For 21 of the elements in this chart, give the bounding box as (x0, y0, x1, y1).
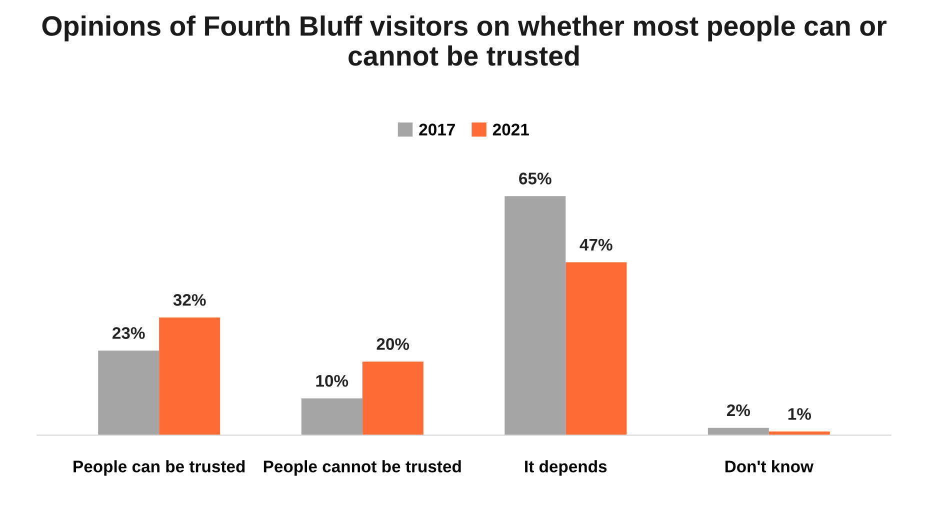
x-tick-label: Don't know (725, 460, 814, 472)
data-label: 32% (173, 294, 206, 306)
bar (159, 317, 220, 436)
x-tick-label: People can be trusted (74, 460, 245, 476)
legend-label: 2017 (419, 124, 455, 136)
x-tick-label: It depends (525, 460, 607, 476)
bar (98, 350, 160, 436)
legend-label: 2021 (492, 124, 529, 136)
data-label: 20% (376, 338, 410, 350)
data-label: 10% (316, 374, 348, 387)
chart-title: Opinions of Fourth Bluff visitors on whether most people can or cannot be trusted (42, 15, 886, 66)
bar (301, 398, 362, 436)
data-label: 1% (788, 408, 812, 420)
bar (566, 262, 627, 436)
data-label: 2% (726, 404, 750, 416)
data-label: 65% (519, 172, 552, 184)
bar (504, 196, 566, 436)
data-label: 23% (112, 327, 145, 339)
x-tick-label: People cannot be trusted (264, 460, 461, 476)
bar (362, 362, 424, 436)
data-label: 47% (580, 238, 612, 251)
